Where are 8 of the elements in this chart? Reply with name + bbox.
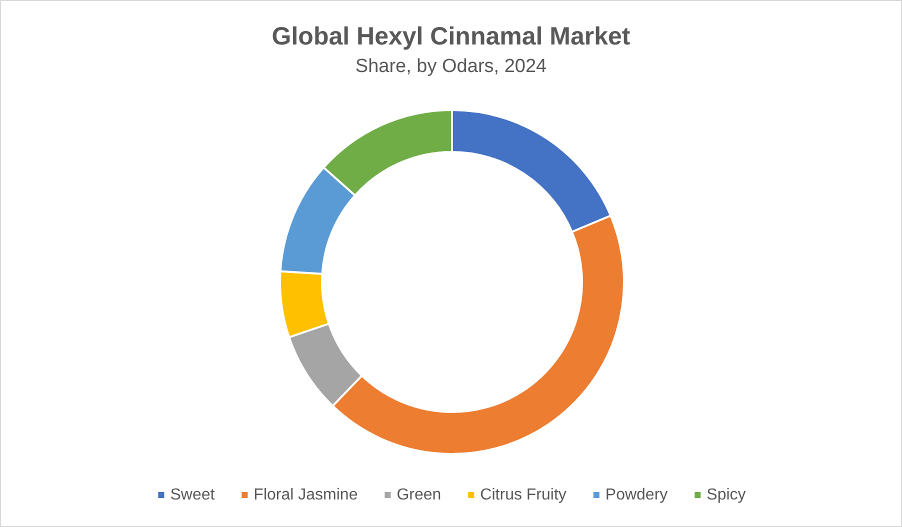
chart-subtitle: Share, by Odars, 2024 xyxy=(355,56,548,77)
legend-label: Citrus Fruity xyxy=(480,486,566,504)
legend-label: Powdery xyxy=(605,486,668,504)
legend-label: Green xyxy=(396,486,442,504)
chart-title: Global Hexyl Cinnamal Market xyxy=(272,22,631,50)
legend-label: Floral Jasmine xyxy=(254,486,358,504)
legend-label: Sweet xyxy=(170,486,216,504)
legend-label: Spicy xyxy=(706,486,746,504)
